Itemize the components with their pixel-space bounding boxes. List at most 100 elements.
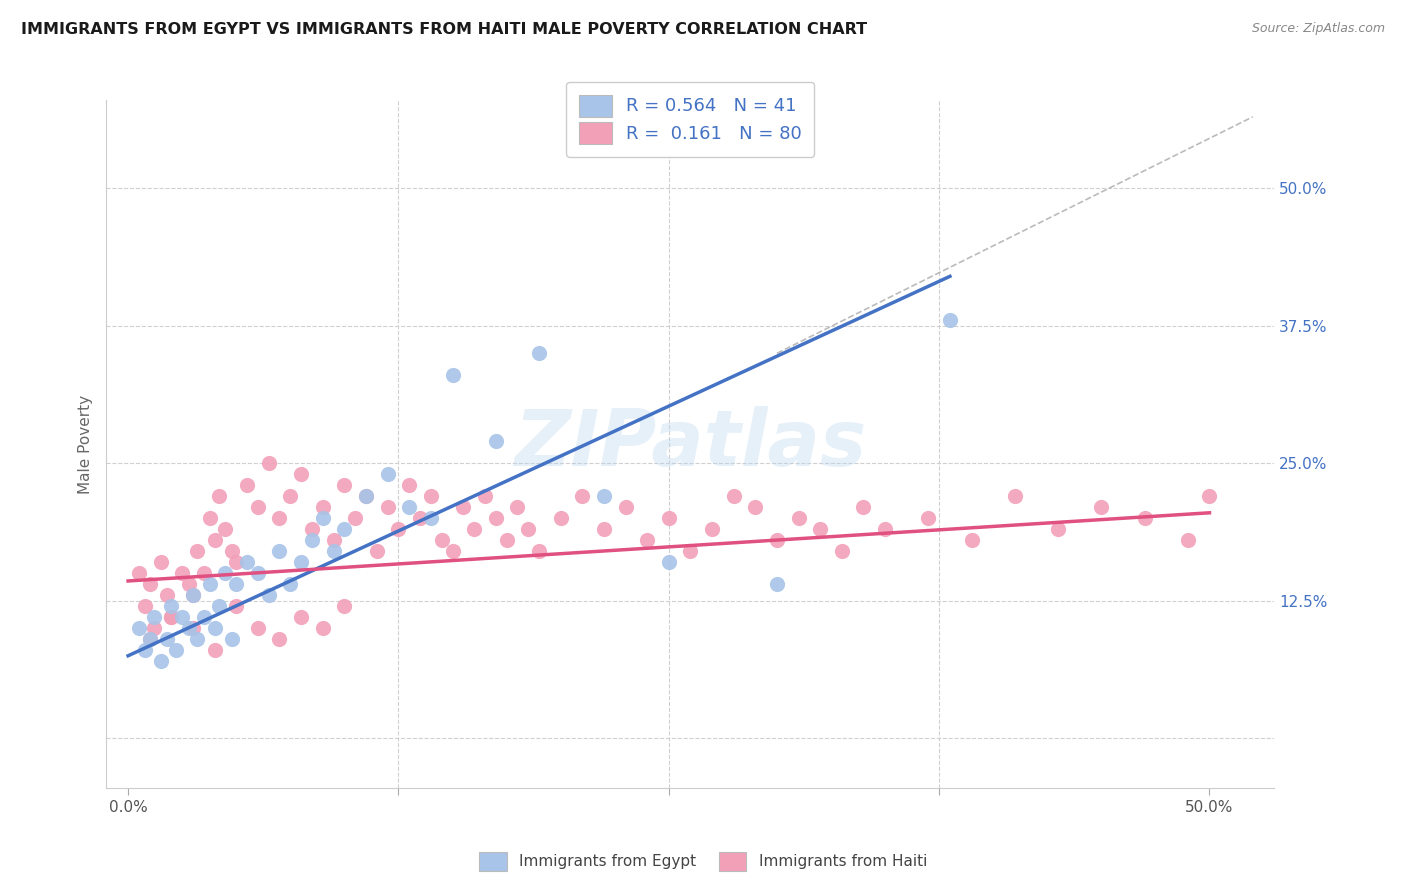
Point	[354, 489, 377, 503]
Point	[485, 511, 508, 525]
Point	[301, 533, 323, 548]
Legend: R = 0.564   N = 41, R =  0.161   N = 80: R = 0.564 N = 41, R = 0.161 N = 80	[567, 82, 814, 157]
Point	[149, 654, 172, 668]
Text: Source: ZipAtlas.com: Source: ZipAtlas.com	[1251, 22, 1385, 36]
Point	[278, 489, 301, 503]
Point	[387, 522, 409, 536]
Point	[1198, 489, 1220, 503]
Point	[593, 489, 616, 503]
Point	[852, 500, 875, 515]
Point	[221, 632, 243, 647]
Point	[172, 610, 194, 624]
Point	[143, 621, 166, 635]
Point	[301, 522, 323, 536]
Point	[441, 544, 464, 558]
Point	[156, 588, 179, 602]
Point	[204, 533, 226, 548]
Point	[485, 434, 508, 449]
Point	[208, 489, 231, 503]
Point	[917, 511, 939, 525]
Point	[156, 632, 179, 647]
Point	[1004, 489, 1026, 503]
Legend: Immigrants from Egypt, Immigrants from Haiti: Immigrants from Egypt, Immigrants from H…	[470, 843, 936, 880]
Point	[614, 500, 637, 515]
Point	[225, 599, 247, 614]
Point	[474, 489, 496, 503]
Point	[679, 544, 702, 558]
Point	[138, 632, 160, 647]
Point	[312, 500, 335, 515]
Point	[377, 500, 399, 515]
Point	[236, 555, 259, 569]
Point	[723, 489, 745, 503]
Point	[160, 599, 183, 614]
Point	[236, 478, 259, 492]
Point	[181, 588, 204, 602]
Point	[1047, 522, 1070, 536]
Text: IMMIGRANTS FROM EGYPT VS IMMIGRANTS FROM HAITI MALE POVERTY CORRELATION CHART: IMMIGRANTS FROM EGYPT VS IMMIGRANTS FROM…	[21, 22, 868, 37]
Point	[744, 500, 766, 515]
Point	[398, 478, 420, 492]
Point	[193, 610, 215, 624]
Point	[658, 511, 681, 525]
Point	[398, 500, 420, 515]
Point	[322, 533, 344, 548]
Point	[831, 544, 853, 558]
Point	[506, 500, 529, 515]
Point	[808, 522, 831, 536]
Point	[527, 346, 550, 360]
Point	[636, 533, 658, 548]
Point	[453, 500, 475, 515]
Point	[344, 511, 367, 525]
Point	[138, 577, 160, 591]
Point	[200, 577, 222, 591]
Point	[160, 610, 183, 624]
Point	[1090, 500, 1112, 515]
Point	[214, 522, 236, 536]
Point	[204, 643, 226, 657]
Point	[269, 632, 291, 647]
Point	[312, 621, 335, 635]
Point	[257, 588, 280, 602]
Point	[177, 621, 200, 635]
Point	[172, 566, 194, 581]
Point	[527, 544, 550, 558]
Point	[430, 533, 453, 548]
Point	[873, 522, 896, 536]
Point	[419, 489, 441, 503]
Point	[593, 522, 616, 536]
Point	[290, 555, 312, 569]
Point	[160, 610, 183, 624]
Point	[225, 555, 247, 569]
Point	[550, 511, 572, 525]
Point	[200, 511, 222, 525]
Point	[269, 511, 291, 525]
Point	[177, 577, 200, 591]
Point	[208, 599, 231, 614]
Point	[571, 489, 593, 503]
Point	[1133, 511, 1156, 525]
Point	[225, 577, 247, 591]
Point	[290, 610, 312, 624]
Point	[409, 511, 432, 525]
Point	[186, 632, 208, 647]
Point	[246, 621, 269, 635]
Point	[322, 544, 344, 558]
Point	[221, 544, 243, 558]
Point	[939, 313, 962, 327]
Point	[138, 632, 160, 647]
Point	[658, 555, 681, 569]
Point	[257, 456, 280, 470]
Point	[354, 489, 377, 503]
Point	[204, 621, 226, 635]
Y-axis label: Male Poverty: Male Poverty	[79, 394, 93, 493]
Point	[463, 522, 485, 536]
Text: ZIPatlas: ZIPatlas	[515, 406, 866, 482]
Point	[333, 478, 356, 492]
Point	[787, 511, 810, 525]
Point	[377, 467, 399, 482]
Point	[214, 566, 236, 581]
Point	[278, 577, 301, 591]
Point	[128, 566, 150, 581]
Point	[193, 566, 215, 581]
